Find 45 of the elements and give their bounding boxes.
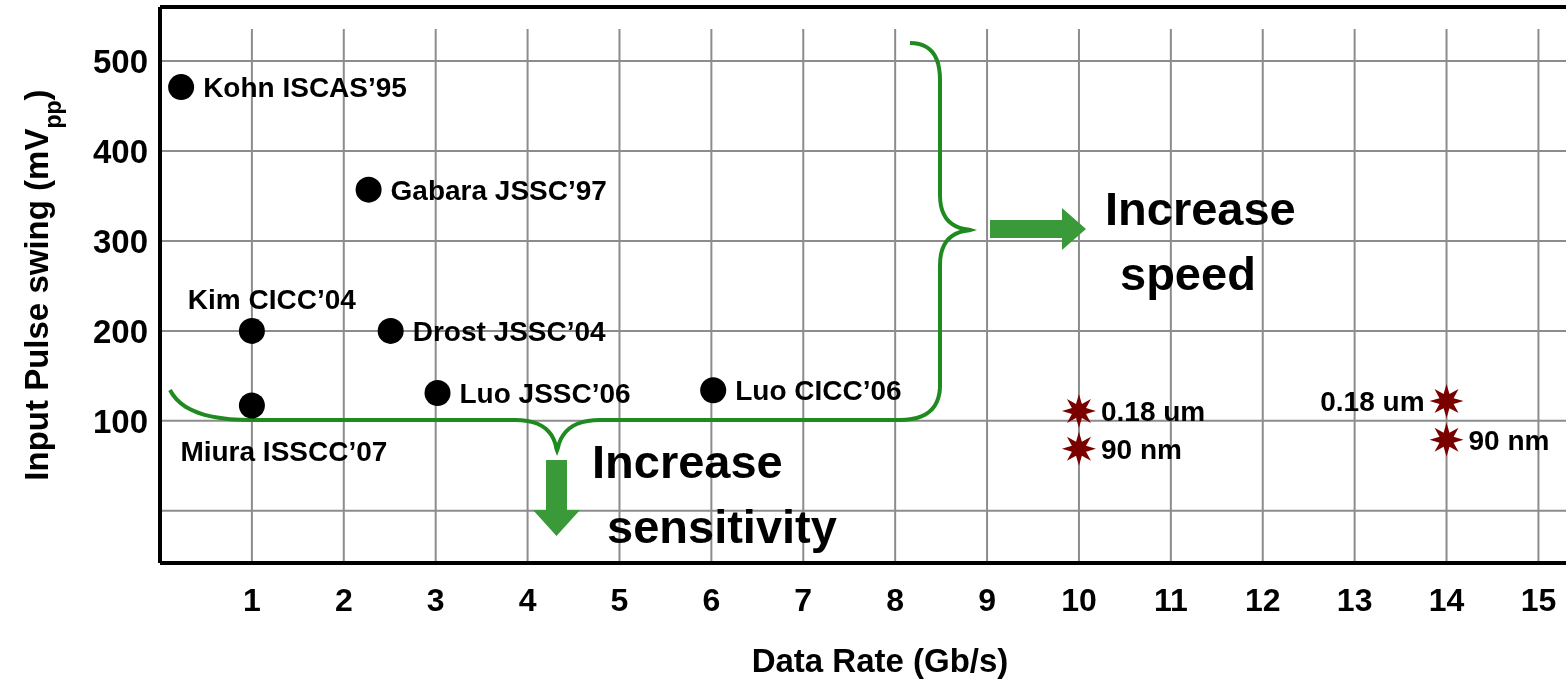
point: [168, 74, 195, 101]
point: [355, 176, 382, 203]
y-tick-label: 300: [92, 222, 148, 260]
x-tick-label: 6: [702, 582, 721, 618]
point: [424, 379, 451, 406]
annotation: 0.18 um: [1100, 396, 1206, 428]
x-tick-label: 5: [610, 582, 629, 618]
x-tick-label: 12: [1244, 582, 1281, 618]
point: [700, 377, 727, 404]
x-tick-label: 10: [1061, 582, 1097, 618]
x-tick-label: 2: [334, 582, 353, 618]
annotation: Luo JSSC’06: [459, 378, 631, 410]
annotation: 90 nm: [1468, 424, 1550, 456]
x-tick-label: 3: [426, 582, 445, 618]
x-tick-label: 1: [243, 582, 261, 618]
point: [1061, 393, 1096, 428]
x-tick-label: 15: [1520, 582, 1557, 618]
x-tick-label: 9: [978, 582, 996, 618]
point: [1061, 431, 1096, 466]
annotation: 90 nm: [1100, 433, 1182, 465]
point: [377, 317, 404, 344]
point: [1429, 422, 1464, 457]
x-axis-title: Data Rate (Gb/s): [751, 642, 1009, 679]
annotation: Kohn ISCAS’95: [203, 72, 407, 104]
y-tick-label: 400: [92, 132, 148, 170]
annotation: 0.18 um: [1320, 386, 1425, 418]
point: [238, 317, 265, 344]
annotation: Drost JSSC’04: [412, 315, 607, 347]
annotation: Miura ISSCC’07: [180, 435, 388, 467]
x-tick-label: 4: [518, 582, 537, 618]
x-tick-label: 13: [1336, 582, 1373, 618]
x-tick-label: 7: [794, 582, 813, 618]
y-tick-label: 200: [92, 312, 148, 350]
x-tick-label: 8: [886, 582, 905, 618]
point: [1429, 384, 1464, 419]
annotation: Gabara JSSC’97: [390, 174, 607, 206]
x-tick-label: 11: [1153, 582, 1188, 618]
annotation: Luo CICC’06: [735, 375, 902, 407]
annotation: Increase speed: [1105, 182, 1296, 300]
point: [238, 392, 265, 419]
annotation: Kim CICC’04: [187, 283, 357, 315]
x-tick-label: 14: [1428, 582, 1465, 618]
y-tick-label: 100: [92, 402, 148, 440]
annotation: Increase sensitivity: [592, 435, 837, 553]
y-tick-label: 500: [92, 42, 148, 80]
